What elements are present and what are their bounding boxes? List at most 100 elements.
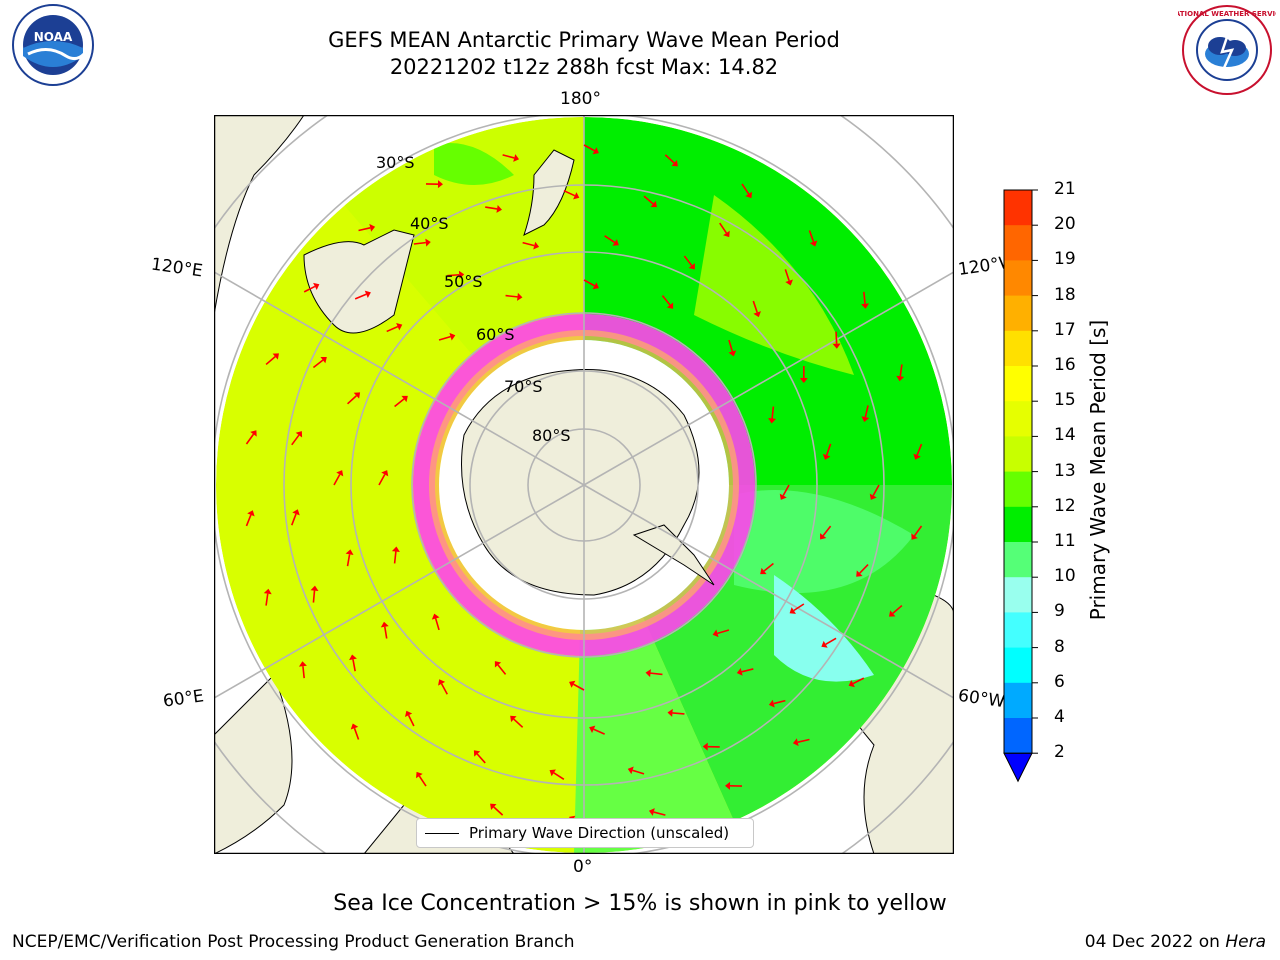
direction-arrow (354, 290, 371, 300)
direction-arrow (405, 710, 415, 727)
direction-arrow (447, 270, 465, 279)
colorbar-segment (1004, 718, 1032, 754)
direction-arrow (473, 750, 486, 764)
colorbar (1003, 189, 1038, 783)
direction-arrow (310, 585, 319, 603)
direction-arrow (789, 603, 805, 614)
footer-org: NCEP/EMC/Verification Post Processing Pr… (12, 932, 575, 952)
colorbar-segment (1004, 225, 1032, 261)
colorbar-tick-label: 15 (1054, 390, 1076, 411)
direction-arrow (522, 241, 540, 250)
meridian-lines (214, 115, 954, 854)
footer-date-text: 04 Dec 2022 on (1084, 932, 1226, 952)
direction-arrow (349, 654, 357, 672)
colorbar-segment (1004, 190, 1032, 226)
direction-arrow (416, 771, 427, 787)
legend-line-icon (425, 832, 459, 834)
direction-arrow (913, 443, 923, 460)
chart-subtitle-forecast: 20221202 t12z 288h fcst Max: 14.82 (389, 55, 779, 79)
direction-arrow (896, 364, 905, 382)
direction-arrow (380, 621, 389, 639)
lon-label-0: 0° (573, 857, 593, 877)
direction-arrow (779, 484, 790, 500)
chart-title: GEFS MEAN Antarctic Primary Wave Mean Pe… (328, 28, 840, 52)
colorbar-tick-label: 14 (1054, 425, 1076, 446)
colorbar-segment (1004, 295, 1032, 332)
lon-label-180: 180° (560, 89, 601, 109)
direction-arrow (856, 564, 869, 577)
colorbar-tick-label: 19 (1054, 249, 1076, 270)
wave-direction-arrows (245, 144, 923, 826)
lat-label-70s: 70°S (504, 377, 543, 396)
noaa-logo-text: NOAA (34, 30, 73, 44)
direction-arrow (589, 725, 605, 735)
colorbar-segment (1004, 506, 1032, 543)
lat-label-50s: 50°S (444, 272, 483, 291)
map-frame (214, 115, 954, 854)
direction-arrow (808, 230, 818, 247)
direction-arrow (604, 235, 619, 246)
nws-logo: NATIONAL WEATHER SERVICE (1178, 5, 1276, 95)
colorbar-segment (1004, 471, 1032, 508)
direction-arrow (265, 353, 280, 366)
direction-arrow (728, 339, 737, 357)
colorbar-tick-label: 4 (1054, 707, 1065, 727)
direction-arrow (569, 680, 585, 691)
direction-arrow (291, 431, 303, 446)
colorbar-tick-label: 6 (1054, 671, 1065, 692)
direction-arrow (345, 549, 354, 567)
direction-arrow (583, 144, 599, 155)
direction-arrow (799, 366, 808, 384)
colorbar-segment (1004, 330, 1032, 367)
direction-arrow (752, 300, 761, 318)
colorbar-segment (1004, 401, 1032, 437)
direction-arrow (510, 715, 524, 728)
lat-label-80s: 80°S (532, 426, 571, 445)
direction-arrow (505, 292, 523, 301)
colorbar-tick-label: 9 (1054, 601, 1065, 622)
colorbar-tick-label: 10 (1054, 566, 1076, 587)
direction-arrow (413, 238, 431, 247)
colorbar-segment (1004, 577, 1032, 613)
colorbar-extend-triangle (1003, 752, 1033, 783)
direction-arrow (784, 269, 793, 286)
land-australia (303, 229, 415, 334)
colorbar-segment (1004, 682, 1032, 719)
direction-arrow (725, 781, 743, 790)
colorbar-tick-label: 13 (1054, 460, 1076, 481)
direction-arrow (347, 392, 361, 405)
direction-arrow (583, 279, 599, 290)
lon-label-120e: 120°E (149, 254, 204, 282)
direction-arrow (911, 525, 923, 540)
colorbar-tick-label: 17 (1054, 319, 1076, 340)
colorbar-segment (1004, 260, 1032, 297)
direction-arrow (643, 195, 657, 208)
direction-arrow (245, 510, 255, 527)
direction-arrow (394, 395, 408, 408)
direction-arrow (741, 183, 752, 199)
colorbar-tick-label: 8 (1054, 636, 1065, 657)
colorbar-title: Primary Wave Mean Period [s] (1086, 319, 1110, 621)
direction-arrow (719, 222, 730, 238)
direction-arrow (869, 484, 880, 500)
direction-arrow (378, 470, 389, 486)
direction-arrow (290, 509, 300, 526)
colorbar-segment (1004, 542, 1032, 578)
colorbar-tick-label: 12 (1054, 495, 1076, 516)
footer-date: 04 Dec 2022 on Hera (1085, 932, 1266, 952)
direction-arrow (768, 406, 777, 424)
direction-arrow (661, 295, 674, 309)
direction-arrow (645, 669, 663, 678)
direction-arrow (736, 667, 754, 676)
direction-arrow (861, 405, 870, 422)
direction-arrow (792, 738, 810, 747)
direction-arrow (245, 430, 257, 445)
legend-label: Primary Wave Direction (unscaled) (469, 824, 730, 842)
colorbar-tick-label: 16 (1054, 355, 1076, 375)
direction-arrow (667, 708, 685, 717)
direction-arrow (712, 629, 730, 638)
direction-arrow (490, 803, 504, 816)
direction-arrow (768, 699, 786, 708)
direction-arrow (821, 637, 837, 648)
direction-arrow (563, 189, 580, 200)
